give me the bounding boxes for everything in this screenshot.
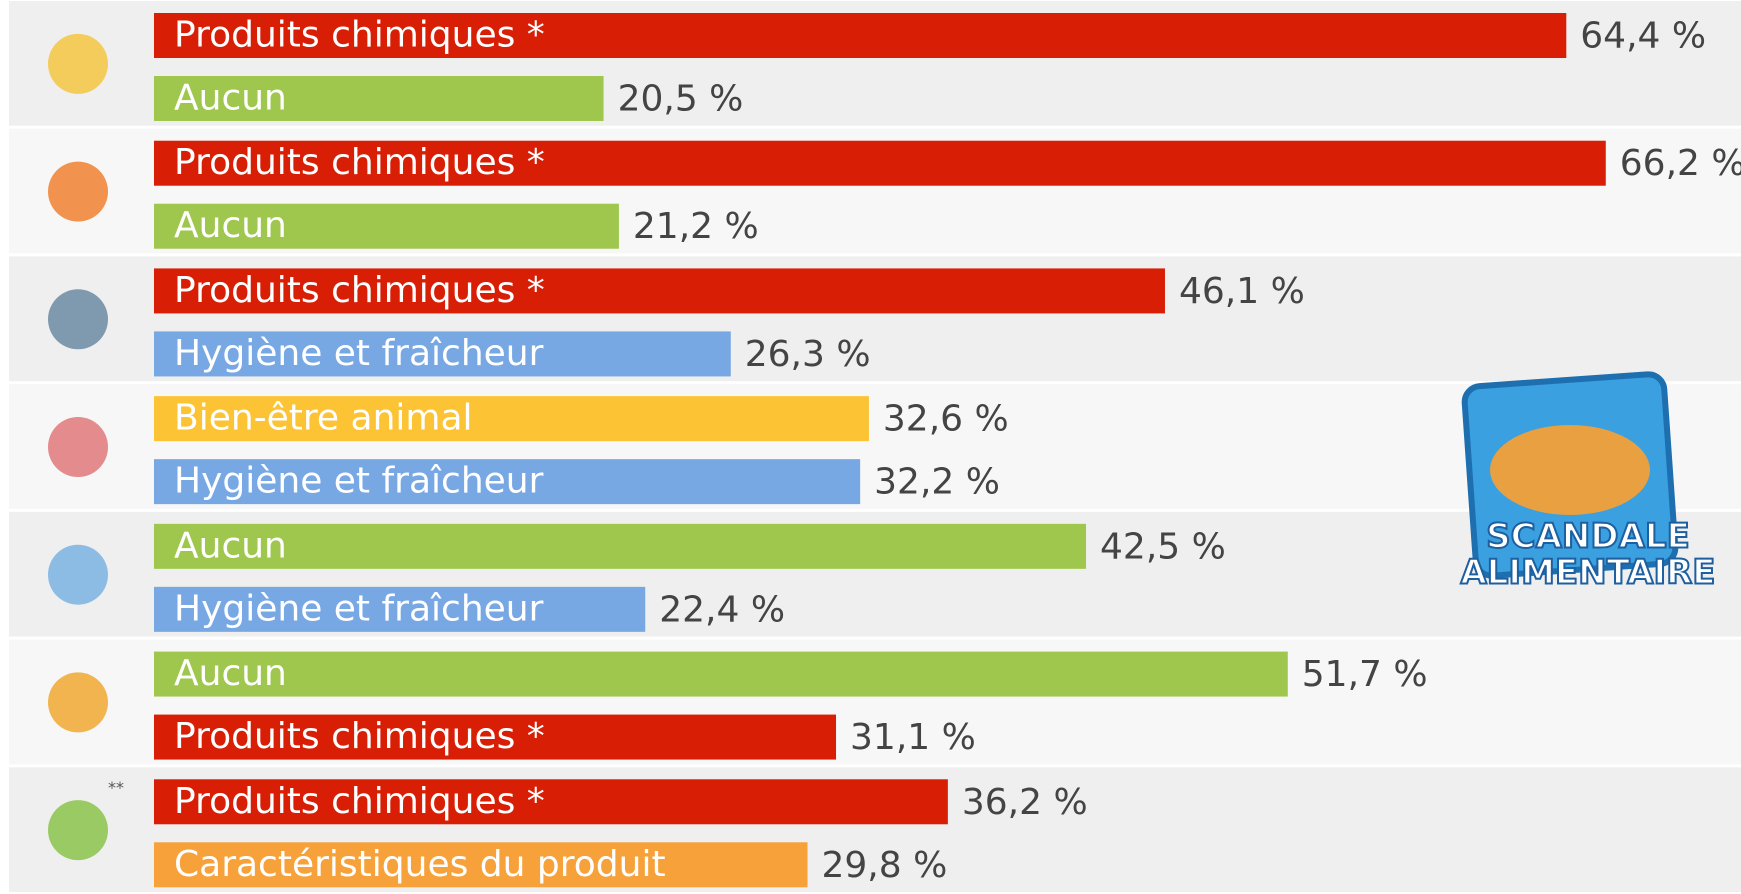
value-label: 21,2 % — [633, 206, 759, 247]
value-label: 66,2 % — [1620, 143, 1741, 184]
category-icon — [48, 289, 108, 349]
value-label: 26,3 % — [745, 334, 871, 375]
logo-text: SCANDALE — [1486, 517, 1690, 557]
category-icon — [48, 162, 108, 222]
bar-label: Produits chimiques * — [174, 781, 545, 822]
value-label: 32,2 % — [874, 462, 1000, 503]
value-label: 42,5 % — [1100, 526, 1226, 567]
bar-label: Produits chimiques * — [174, 270, 545, 311]
bar-label: Hygiène et fraîcheur — [174, 333, 544, 374]
category-icon — [48, 800, 108, 860]
value-label: 22,4 % — [659, 589, 785, 630]
footnote-marker: ** — [108, 778, 124, 797]
bar-label: Aucun — [174, 78, 287, 119]
bar-label: Produits chimiques * — [174, 716, 545, 757]
logo-food — [1490, 425, 1650, 515]
bar-label: Aucun — [174, 525, 287, 566]
bar-label: Produits chimiques * — [174, 15, 545, 56]
chart: Produits chimiques * 64,4 % Aucun 20,5 % Pro… — [0, 0, 1741, 894]
bar-label: Produits chimiques * — [174, 142, 545, 183]
bar-label: Hygiène et fraîcheur — [174, 588, 544, 629]
category-icon — [48, 672, 108, 732]
bar-label: Aucun — [174, 653, 287, 694]
bar-label: Aucun — [174, 205, 287, 246]
category-icon — [48, 417, 108, 477]
page: {"chart_data": {"type": "bar", "orientat… — [0, 0, 1741, 894]
value-label: 46,1 % — [1179, 271, 1305, 312]
value-label: 20,5 % — [618, 79, 744, 120]
value-label: 36,2 % — [962, 782, 1088, 823]
value-label: 51,7 % — [1302, 654, 1428, 695]
bar-label: Caractéristiques du produit — [174, 844, 666, 885]
value-label: 31,1 % — [850, 717, 976, 758]
bar-label: Bien-être animal — [174, 398, 473, 439]
bar-label: Hygiène et fraîcheur — [174, 461, 544, 502]
value-label: 29,8 % — [822, 845, 948, 886]
logo-text: ALIMENTAIRE — [1460, 553, 1715, 593]
bar — [154, 524, 1086, 569]
category-icon — [48, 34, 108, 94]
bar — [154, 652, 1288, 697]
category-icon — [48, 545, 108, 605]
value-label: 64,4 % — [1580, 16, 1706, 57]
value-label: 32,6 % — [883, 399, 1009, 440]
